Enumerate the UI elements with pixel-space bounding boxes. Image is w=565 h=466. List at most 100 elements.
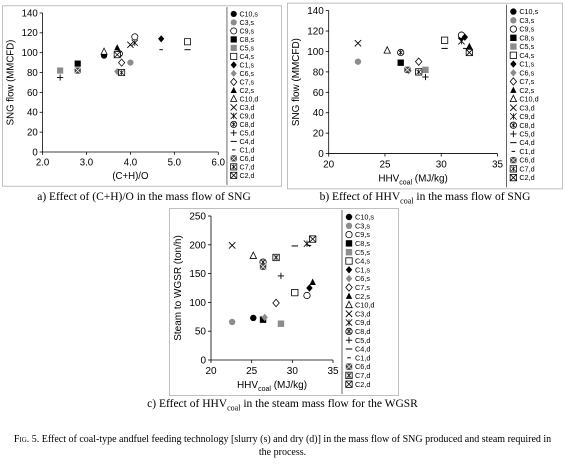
y-tick-label: 0 [32,147,37,158]
legend-label: C9,d [519,112,534,121]
legend-label: C1,s [355,265,370,274]
legend-label: C4,s [355,257,370,266]
legend-item: C10,s [345,213,374,222]
legend-item: C3,s [345,221,370,230]
legend-item: C8,d [509,121,535,130]
x-axis-label-sub: coal [399,179,412,186]
data-point [250,314,257,322]
legend-item: C1,s [230,61,254,69]
legend-item: C2,d [230,171,254,180]
x-tick-label: 30 [287,366,299,377]
data-point [465,48,473,57]
data-point [415,68,423,76]
legend-label: C3,s [519,16,534,25]
legend-item: C10,d [345,300,374,310]
legend-label: C9,d [240,113,255,120]
legend-label: C9,s [355,230,370,239]
legend-label: C7,s [240,79,255,86]
legend-label: C3,s [355,221,370,230]
legend-item: C8,d [345,327,370,336]
legend-label: C2,d [355,380,370,389]
data-point [127,41,134,49]
y-tick-label: 100 [307,47,324,58]
data-point [415,57,423,66]
legend-item: C6,d [345,362,370,371]
chart-a: 0 20 40 60 80 100 120 140 2.0 3.0 4.0 5.0 6.0 SNG flo… [2,5,282,187]
legend-item: C4,d [345,345,370,354]
legend-item: C10,s [230,10,259,18]
legend-label: C8,d [519,121,534,130]
caption-c-sub: coal [227,403,241,413]
legend-item: C9,d [345,318,370,327]
data-point [158,35,165,43]
legend-item: C4,d [230,139,254,146]
legend: C10,sC3,sC9,sC8,sC5,sC4,sC1,sC6,sC7,sC2,… [226,7,259,185]
legend-label: C9,d [355,318,370,327]
legend-label: C7,s [355,283,370,292]
legend: C10,sC3,sC9,sC8,sC5,sC4,sC1,sC6,sC7,sC2,… [341,210,374,394]
legend-label: C5,d [355,336,370,345]
data-point [57,67,64,74]
legend-item: C1,d [347,353,370,362]
y-tick-label: 120 [307,27,324,38]
y-tick-label: 0 [318,149,324,160]
caption-c: c) Effect of HHVcoal in the steam mass f… [60,398,505,412]
legend-label: C8,s [519,33,534,42]
caption-b-pre: b) Effect of HHV [319,191,401,203]
legend-item: C7,d [509,164,535,173]
legend-label: C6,d [519,156,534,165]
y-tick-label: 120 [22,28,38,39]
y-axis-label: SNG flow (MMCFD) [6,40,17,126]
legend-label: C1,d [519,147,534,156]
legend-label: C10,s [240,11,259,18]
legend-label: C10,s [355,213,374,222]
legend-label: C9,s [240,28,255,35]
legend-label: C4,d [355,345,370,354]
x-tick-label: 2.0 [36,158,49,169]
legend-label: C3,d [355,309,370,318]
figure-caption-text: Effect of coal-type andfuel feeding tech… [39,434,552,458]
legend-item: C7,s [230,77,255,86]
chart-panel-a: 0 20 40 60 80 100 120 140 2.0 3.0 4.0 5.0 6.0 SNG flo… [2,2,282,190]
x-tick-label: 20 [205,366,217,377]
x-tick-label: 25 [246,366,258,377]
caption-c-pre: c) Effect of HHV [147,398,228,410]
legend-label: C4,s [240,54,255,61]
legend-item: C1,d [511,147,535,156]
legend-item: C6,s [230,69,254,78]
caption-b: b) Effect of HHVcoal in the mass flow of… [287,191,563,205]
legend-item: C2,s [345,292,370,301]
legend-item: C6,d [230,155,254,163]
data-point [309,278,316,285]
legend-item: C5,s [230,44,254,52]
figure-caption-label: Fig. 5. [13,434,40,445]
chart-panel-c: 0 50 100 150 200 250 20 25 30 35 Steam to WGSR (to… [169,208,399,396]
chart-panel-b: 0 20 40 60 80 100 120 140 20 25 30 35 SNG flow (MMCF… [287,2,563,190]
y-tick-label: 20 [313,129,325,140]
data-point [118,69,126,77]
y-tick-label: 60 [27,88,38,99]
data-point [74,60,81,67]
x-axis-label: HHVcoal (MJ/kg) [237,380,307,393]
data-point [422,66,429,74]
y-tick-label: 100 [189,298,206,309]
x-tick-label: 30 [436,159,448,170]
legend-label: C7,s [519,77,534,86]
data-point [249,251,258,259]
data-point [277,272,285,280]
data-point [354,39,362,47]
legend-item: C9,s [345,230,370,239]
legend-item: C1,s [345,265,370,274]
legend-item: C3,d [509,103,535,112]
legend-item: C5,d [345,336,370,345]
legend-label: C6,d [355,362,370,371]
legend-item: C5,s [510,42,535,51]
data-point [57,74,64,81]
legend-label: C10,s [519,7,538,16]
data-point [272,253,280,262]
legend-label: C5,d [519,130,534,139]
legend-label: C2,d [519,173,534,182]
legend-label: C2,s [355,292,370,301]
legend-label: C10,d [240,96,259,103]
